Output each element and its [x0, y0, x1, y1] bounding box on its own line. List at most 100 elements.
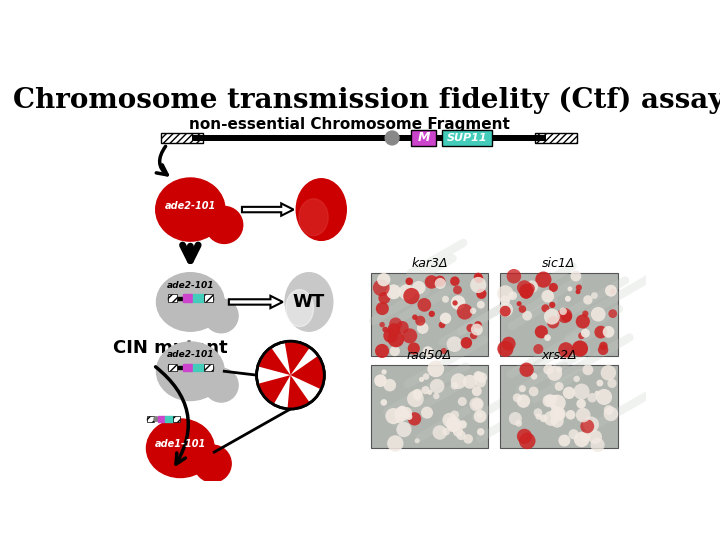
Circle shape	[549, 302, 555, 308]
Wedge shape	[258, 375, 290, 404]
Circle shape	[534, 344, 544, 354]
Circle shape	[418, 298, 431, 312]
Circle shape	[547, 366, 562, 381]
Bar	[411, 130, 436, 146]
Ellipse shape	[286, 289, 314, 327]
Circle shape	[379, 322, 385, 327]
Circle shape	[373, 279, 390, 296]
Circle shape	[608, 309, 617, 318]
Ellipse shape	[156, 342, 224, 401]
Circle shape	[500, 306, 510, 316]
Circle shape	[498, 341, 513, 357]
Circle shape	[603, 326, 614, 338]
Circle shape	[384, 379, 396, 392]
Circle shape	[402, 328, 418, 343]
Circle shape	[458, 397, 467, 406]
Circle shape	[385, 408, 402, 424]
Bar	[204, 363, 213, 372]
Circle shape	[541, 304, 549, 312]
Circle shape	[517, 429, 532, 444]
Circle shape	[583, 295, 593, 305]
Bar	[168, 296, 212, 300]
Bar	[534, 132, 577, 143]
Wedge shape	[284, 342, 310, 375]
Circle shape	[470, 332, 477, 339]
Circle shape	[526, 280, 538, 293]
Circle shape	[375, 344, 389, 358]
Circle shape	[580, 431, 590, 442]
Circle shape	[425, 275, 438, 289]
Circle shape	[417, 322, 428, 334]
Circle shape	[477, 412, 482, 417]
Text: WT: WT	[293, 293, 325, 311]
Ellipse shape	[299, 199, 328, 236]
Circle shape	[382, 327, 388, 332]
Circle shape	[405, 278, 413, 285]
Circle shape	[400, 407, 412, 419]
Circle shape	[396, 321, 409, 334]
Circle shape	[551, 415, 564, 428]
Circle shape	[430, 379, 444, 394]
Circle shape	[456, 304, 472, 320]
Circle shape	[519, 284, 534, 298]
Ellipse shape	[296, 179, 346, 240]
Circle shape	[536, 414, 541, 420]
Bar	[168, 366, 212, 369]
Circle shape	[565, 296, 571, 302]
Bar	[204, 294, 213, 302]
Circle shape	[467, 324, 474, 332]
Circle shape	[572, 340, 588, 356]
Circle shape	[540, 414, 547, 422]
Circle shape	[408, 342, 420, 355]
Circle shape	[154, 417, 158, 421]
Circle shape	[567, 286, 572, 292]
Circle shape	[428, 310, 435, 317]
Circle shape	[477, 372, 487, 383]
Circle shape	[544, 394, 557, 406]
Circle shape	[383, 328, 397, 343]
Bar	[168, 363, 177, 372]
Circle shape	[557, 308, 572, 323]
Circle shape	[433, 425, 447, 440]
Circle shape	[452, 300, 458, 306]
Text: ade1-101: ade1-101	[155, 440, 206, 449]
Wedge shape	[287, 375, 310, 408]
Circle shape	[386, 285, 401, 299]
Circle shape	[517, 394, 530, 408]
Circle shape	[434, 275, 446, 287]
Text: SUP11: SUP11	[447, 133, 487, 143]
Circle shape	[477, 428, 485, 436]
Circle shape	[438, 321, 446, 328]
Circle shape	[583, 416, 599, 433]
Circle shape	[472, 399, 482, 410]
Text: sic1Δ: sic1Δ	[542, 256, 575, 269]
Circle shape	[204, 368, 238, 402]
Circle shape	[603, 407, 618, 421]
Ellipse shape	[156, 273, 224, 331]
Bar	[148, 418, 179, 420]
Circle shape	[377, 273, 390, 286]
Circle shape	[427, 390, 433, 395]
Circle shape	[390, 346, 400, 356]
Bar	[165, 416, 173, 422]
Polygon shape	[229, 296, 283, 308]
Circle shape	[470, 308, 477, 314]
Circle shape	[520, 434, 527, 441]
Circle shape	[535, 325, 548, 339]
Circle shape	[588, 393, 597, 402]
Circle shape	[395, 407, 409, 421]
Circle shape	[407, 390, 424, 407]
Circle shape	[508, 291, 517, 300]
Bar	[184, 294, 192, 302]
Circle shape	[442, 428, 450, 436]
Circle shape	[595, 391, 600, 396]
Circle shape	[570, 271, 581, 281]
Wedge shape	[290, 367, 323, 389]
Circle shape	[591, 292, 598, 299]
Circle shape	[554, 382, 564, 391]
Circle shape	[440, 313, 451, 324]
Circle shape	[456, 431, 466, 440]
Circle shape	[531, 373, 537, 380]
Circle shape	[524, 283, 535, 294]
Circle shape	[206, 206, 243, 244]
